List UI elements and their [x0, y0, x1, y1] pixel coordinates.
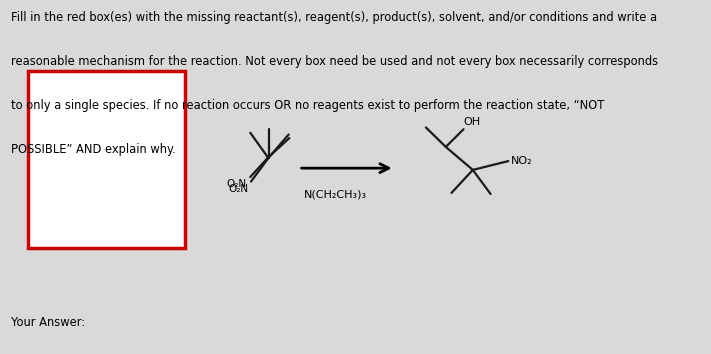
- Text: NO₂: NO₂: [510, 156, 532, 166]
- Text: POSSIBLE” AND explain why.: POSSIBLE” AND explain why.: [11, 143, 176, 156]
- Bar: [28, 71, 185, 248]
- Text: reasonable mechanism for the reaction. Not every box need be used and not every : reasonable mechanism for the reaction. N…: [11, 55, 658, 68]
- Text: O₂N: O₂N: [227, 179, 247, 189]
- Text: OH: OH: [464, 118, 481, 127]
- Text: to only a single species. If no reaction occurs OR no reagents exist to perform : to only a single species. If no reaction…: [11, 99, 604, 112]
- Text: Your Answer:: Your Answer:: [11, 316, 85, 329]
- Text: O₂N: O₂N: [229, 184, 249, 194]
- Text: N(CH₂CH₃)₃: N(CH₂CH₃)₃: [304, 189, 367, 199]
- Text: Fill in the red box(es) with the missing reactant(s), reagent(s), product(s), so: Fill in the red box(es) with the missing…: [11, 11, 657, 24]
